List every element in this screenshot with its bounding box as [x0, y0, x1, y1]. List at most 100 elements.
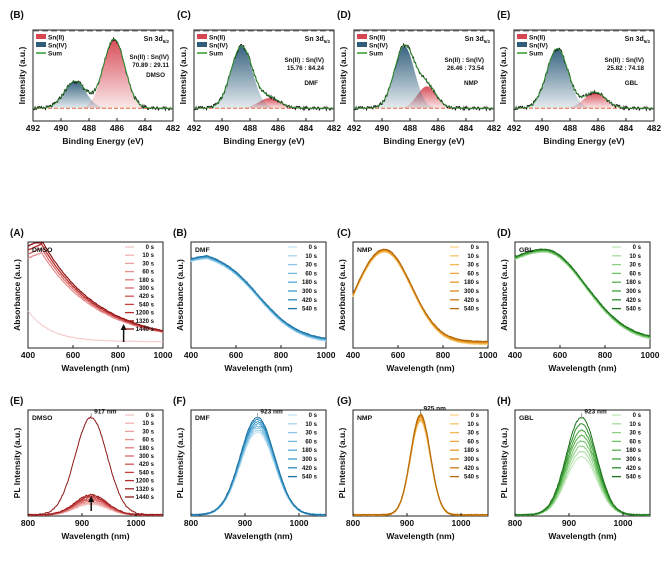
spectrum-title: Sn 3d5/2 [305, 36, 331, 44]
plot-frame [32, 29, 174, 122]
legend-entry: 420 s [464, 298, 480, 304]
legend-entry: 60 s [629, 271, 641, 277]
spectrum-line [27, 252, 164, 333]
legend-entry: 180 s [302, 448, 318, 454]
legend-entry: 1440 s [136, 495, 155, 501]
x-tick-label: 800 [184, 518, 198, 528]
solvent-label: NMP [357, 415, 373, 422]
ratio-label: Sn(II) : Sn(IV) [284, 57, 324, 64]
legend-entry: 0 s [309, 245, 318, 251]
legend-entry: 420 s [626, 466, 642, 472]
legend-swatch [36, 34, 46, 39]
spectrum-line [514, 248, 651, 337]
legend-entry: 10 s [142, 421, 154, 427]
legend-entry: 540 s [139, 470, 155, 476]
spectrum-title-sub: 5/2 [644, 39, 651, 44]
legend-entry: Sum [48, 51, 62, 58]
legend-entry: 30 s [467, 431, 479, 437]
ratio-label: Sn(II) : Sn(IV) [129, 54, 169, 61]
x-tick-label: 800 [436, 350, 450, 360]
legend-entry: 1440 s [136, 327, 155, 333]
x-tick-label: 600 [229, 350, 243, 360]
legend-swatch [357, 42, 367, 47]
legend-entry: 30 s [629, 431, 641, 437]
y-axis-label: PL Intensity (a.u.) [175, 427, 185, 498]
y-axis-label: Absorbance (a.u.) [499, 259, 509, 331]
panel-label: (E) [10, 396, 23, 407]
y-axis-label: Absorbance (a.u.) [337, 259, 347, 331]
x-tick-label: 486 [271, 123, 285, 133]
plot-frame [190, 409, 327, 517]
solvent-label: NMP [464, 80, 478, 87]
xps-panel-dmf: Sn(II)Sn(IV)Sum Sn 3d5/2 Sn(II) : Sn(IV)15… [177, 10, 341, 146]
solvent-label: DMF [304, 80, 318, 87]
x-tick-label: 1000 [479, 350, 498, 360]
x-tick-label: 488 [403, 123, 417, 133]
legend-entry: 540 s [302, 475, 318, 481]
ratio-value: 26.46 : 73.54 [447, 65, 485, 72]
x-axis-label: Wavelength (nm) [224, 531, 292, 541]
legend-entry: 0 s [633, 413, 642, 419]
legend-entry: 180 s [139, 446, 155, 452]
panel-label: (C) [177, 10, 191, 21]
plot-frame [513, 29, 655, 122]
solvent-label: DMSO [32, 415, 52, 422]
legend-entry: Sn(II) [209, 35, 225, 42]
legend-swatch [197, 34, 207, 39]
legend-entry: 180 s [626, 280, 642, 286]
x-tick-label: 400 [184, 350, 198, 360]
legend-entry: 1200 s [136, 311, 155, 317]
sum-fit-line [354, 44, 494, 109]
x-tick-label: 900 [400, 518, 414, 528]
x-tick-label: 488 [243, 123, 257, 133]
legend-entry: Sn(IV) [369, 43, 388, 50]
plot-frame [514, 241, 651, 349]
x-axis-label: Wavelength (nm) [386, 363, 454, 373]
legend-swatch [197, 42, 207, 47]
x-tick-label: 482 [327, 123, 341, 133]
y-axis-label: PL Intensity (a.u.) [12, 427, 22, 498]
x-axis-label: Wavelength (nm) [61, 531, 129, 541]
panel-label: (G) [337, 396, 351, 407]
pl-panel-dmf: 923 nm 0 s 10 s 30 s 60 s 180 s 300 s 420 s 540 … [173, 396, 327, 541]
x-tick-label: 1000 [641, 350, 660, 360]
trend-arrow-head [88, 496, 95, 502]
legend-entry: 420 s [302, 298, 318, 304]
legend-entry: 1320 s [136, 487, 155, 493]
solvent-label: GBL [519, 247, 533, 254]
spectrum-line [27, 243, 164, 332]
x-tick-label: 492 [347, 123, 361, 133]
x-tick-label: 800 [111, 350, 125, 360]
legend-entry: 10 s [467, 254, 479, 260]
panel-label: (C) [337, 228, 351, 239]
x-tick-label: 490 [535, 123, 549, 133]
legend-entry: 10 s [142, 253, 154, 259]
legend-entry: 10 s [629, 254, 641, 260]
sum-fit-line [32, 38, 173, 109]
x-axis-label: Wavelength (nm) [548, 363, 616, 373]
x-tick-label: 600 [66, 350, 80, 360]
legend-entry: Sn(IV) [529, 43, 548, 50]
x-tick-label: 400 [508, 350, 522, 360]
solvent-label: GBL [625, 80, 638, 87]
ratio-label: Sn(II) : Sn(IV) [604, 57, 644, 64]
ratio-value: 25.82 : 74.18 [607, 65, 645, 72]
y-axis-label: Absorbance (a.u.) [175, 259, 185, 331]
panel-label: (B) [10, 10, 24, 21]
peak-label: 925 nm [424, 405, 447, 412]
legend-entry: 180 s [139, 278, 155, 284]
legend-entry: 60 s [629, 439, 641, 445]
ratio-value: 15.76 : 84.24 [287, 65, 325, 72]
legend-entry: 300 s [626, 457, 642, 463]
legend-swatch [517, 42, 527, 47]
y-axis-label: Intensity (a.u.) [178, 47, 188, 105]
legend-entry: Sn(II) [529, 35, 545, 42]
legend-entry: 0 s [146, 245, 155, 251]
legend-entry: 300 s [139, 286, 155, 292]
spectrum-title-sub: 5/2 [484, 39, 491, 44]
legend-entry: 540 s [464, 307, 480, 313]
plot-frame [352, 409, 489, 517]
spectrum-line [27, 242, 164, 332]
legend-entry: 60 s [142, 270, 154, 276]
x-axis-label: Wavelength (nm) [386, 531, 454, 541]
